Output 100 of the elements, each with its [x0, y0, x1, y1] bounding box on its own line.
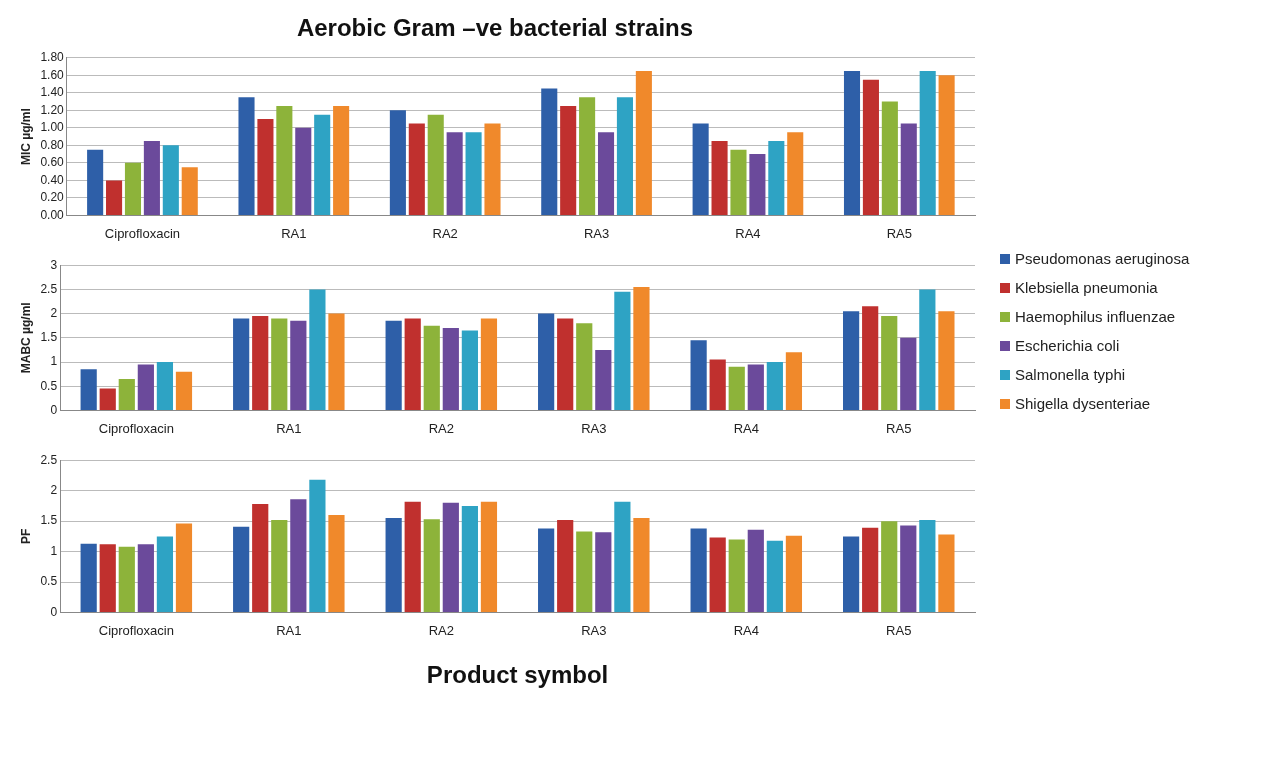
bar [881, 101, 898, 215]
bar [175, 523, 193, 613]
x-tick-label: RA4 [733, 622, 759, 638]
bar [404, 318, 421, 410]
bar [484, 123, 501, 215]
bar [576, 531, 593, 613]
bar [785, 535, 803, 613]
bar [427, 114, 444, 215]
bar [162, 145, 179, 215]
bar [328, 515, 345, 613]
bar [156, 362, 174, 410]
bar [541, 88, 558, 215]
bar [461, 330, 478, 410]
legend-label: Escherichia coli [1015, 337, 1120, 354]
bar [80, 369, 97, 410]
bar [709, 359, 726, 410]
x-tick-label: RA1 [276, 420, 302, 436]
bar [862, 527, 879, 613]
bar [290, 320, 307, 410]
bar [99, 544, 116, 613]
bar [442, 502, 459, 613]
bar [919, 519, 936, 613]
x-tick-label: RA5 [886, 622, 912, 638]
bar [233, 318, 250, 410]
y-axis-title: PF [18, 528, 33, 545]
y-tick-label: 0 [50, 402, 58, 417]
bar [919, 70, 936, 215]
bar [175, 371, 193, 410]
y-tick-label: 0 [50, 604, 58, 619]
y-axis-title: MABC µg/ml [18, 302, 33, 374]
bar [314, 114, 331, 215]
legend-label: Pseudomonas aeruginosa [1015, 250, 1190, 267]
bar [557, 519, 574, 613]
y-tick-label: 0.40 [40, 172, 65, 187]
y-tick-label: 1.60 [40, 67, 65, 82]
y-tick-label: 0.60 [40, 155, 65, 170]
bar [787, 132, 804, 215]
bar [692, 123, 709, 215]
bar [257, 119, 274, 215]
bar [690, 528, 707, 613]
x-tick-label: RA1 [276, 622, 302, 638]
y-tick-label: 2 [50, 305, 58, 320]
bar [538, 313, 555, 410]
y-tick-label: 2.5 [40, 452, 58, 467]
bar [881, 316, 898, 410]
y-tick-label: 1 [50, 354, 58, 369]
bar [900, 337, 917, 410]
bar [423, 519, 440, 613]
bar [408, 123, 425, 215]
legend-label: Shigella dysenteriae [1015, 395, 1151, 412]
bar [843, 311, 860, 410]
y-tick-label: 1.80 [40, 50, 65, 65]
bar [747, 529, 764, 613]
bar [295, 127, 312, 215]
bar [614, 291, 631, 410]
bar [614, 501, 631, 613]
x-tick-label: RA2 [428, 420, 454, 436]
bar [862, 79, 879, 215]
bar [333, 105, 350, 215]
bar [290, 499, 307, 613]
bar [181, 167, 198, 215]
y-tick-label: 0.00 [40, 207, 65, 222]
y-tick-label: 1.00 [40, 120, 65, 135]
bar [385, 518, 402, 613]
bar [730, 149, 747, 215]
y-tick-label: 0.80 [40, 137, 65, 152]
bar [423, 325, 440, 410]
bar [233, 526, 250, 613]
bar [143, 140, 160, 215]
bar [709, 537, 726, 613]
x-tick-label: Ciprofloxacin [104, 225, 181, 241]
x-tick-label: RA1 [281, 225, 307, 241]
bar [579, 97, 596, 215]
bar [595, 349, 612, 410]
bar [690, 340, 707, 410]
bar [442, 328, 459, 410]
y-tick-label: 2.5 [40, 281, 58, 296]
bar [635, 70, 652, 215]
bar [446, 132, 463, 215]
bar [271, 318, 288, 410]
y-axis-title: MIC µg/ml [18, 108, 33, 166]
legend-label: Klebsiella pneumonia [1015, 279, 1158, 296]
bar [124, 162, 142, 215]
bar [252, 504, 269, 613]
bar [900, 525, 917, 613]
bar [480, 501, 498, 613]
bar [749, 154, 766, 215]
bar [711, 140, 728, 215]
bar [538, 528, 555, 613]
bar [862, 306, 879, 410]
x-tick-label: RA5 [886, 225, 912, 241]
x-tick-label: RA3 [581, 420, 607, 436]
y-tick-label: 2 [50, 482, 58, 497]
y-tick-label: 1.5 [40, 330, 58, 345]
bar [900, 123, 917, 215]
bar [576, 323, 593, 410]
bar [919, 289, 936, 410]
bar [785, 352, 803, 410]
x-axis-title: Product symbol [426, 661, 609, 689]
bar [309, 479, 326, 613]
